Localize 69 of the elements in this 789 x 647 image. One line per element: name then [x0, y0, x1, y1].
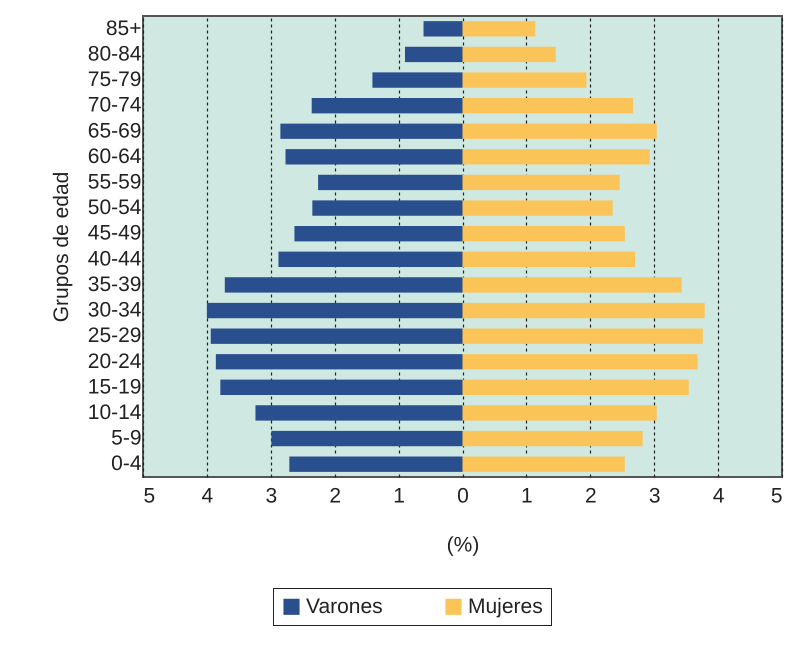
y-tick-label: 80-84	[88, 42, 142, 66]
y-tick-label: 25-29	[88, 324, 142, 348]
bar	[462, 328, 703, 344]
bar	[462, 46, 556, 62]
y-tick-label: 75-79	[88, 68, 142, 92]
bar	[278, 252, 462, 267]
bar	[462, 98, 634, 114]
bar	[462, 252, 636, 267]
y-tick-label: 10-14	[88, 400, 142, 424]
x-tick-label: 0	[457, 484, 469, 508]
bar	[462, 456, 625, 472]
y-tick-label: 15-19	[88, 375, 142, 398]
y-tick-label: 60-64	[88, 144, 142, 168]
bar	[289, 456, 462, 472]
bar	[424, 21, 462, 36]
bar	[462, 200, 613, 216]
bar	[210, 328, 462, 344]
bar	[285, 149, 462, 165]
bar	[312, 200, 462, 216]
legend-label: Varones	[306, 594, 383, 618]
bar	[462, 72, 586, 88]
y-tick-label: 30-34	[88, 298, 142, 322]
x-tick-label: 3	[265, 484, 278, 508]
bar	[462, 302, 705, 318]
bar	[312, 98, 462, 114]
y-tick-label: 5-9	[111, 426, 142, 450]
bar	[462, 405, 657, 421]
bar	[462, 354, 698, 370]
x-tick-label: 5	[144, 484, 156, 508]
bar	[216, 354, 462, 370]
y-tick-label: 50-54	[88, 196, 142, 220]
bar	[220, 380, 462, 396]
y-tick-label: 20-24	[88, 350, 142, 373]
y-tick-label: 65-69	[88, 119, 142, 142]
bar	[462, 380, 689, 396]
bar	[372, 72, 462, 88]
bar	[280, 124, 462, 139]
y-axis-title: Grupos de edad	[50, 172, 73, 322]
bar	[462, 21, 536, 36]
bar	[206, 302, 462, 318]
x-tick-label: 2	[584, 484, 597, 508]
y-tick-label: 45-49	[88, 222, 142, 245]
legend-label: Mujeres	[468, 594, 543, 618]
x-tick-label: 1	[521, 484, 533, 508]
bar	[462, 149, 650, 165]
x-tick-label: 2	[329, 484, 342, 508]
bar	[318, 174, 462, 190]
y-tick-label: 70-74	[88, 94, 142, 117]
x-tick-label: 3	[648, 484, 661, 508]
x-tick-label: 5	[770, 484, 782, 508]
x-axis-title: (%)	[446, 534, 480, 556]
y-tick-label: 85+	[106, 16, 142, 40]
bar	[462, 430, 643, 446]
bar	[255, 405, 462, 421]
x-tick-label: 4	[712, 484, 725, 508]
x-tick-label: 1	[393, 484, 405, 508]
bar	[294, 226, 462, 242]
bar	[462, 277, 682, 293]
y-tick-label: 55-59	[88, 170, 142, 194]
bar	[224, 277, 462, 293]
y-tick-label: 35-39	[88, 272, 142, 296]
y-tick-label: 0-4	[111, 452, 142, 476]
bar	[462, 226, 625, 242]
bar	[462, 124, 657, 139]
bar	[404, 46, 462, 62]
x-tick-label: 4	[202, 484, 214, 508]
bar	[462, 174, 620, 190]
y-tick-label: 40-44	[88, 247, 142, 270]
bar	[271, 430, 462, 446]
